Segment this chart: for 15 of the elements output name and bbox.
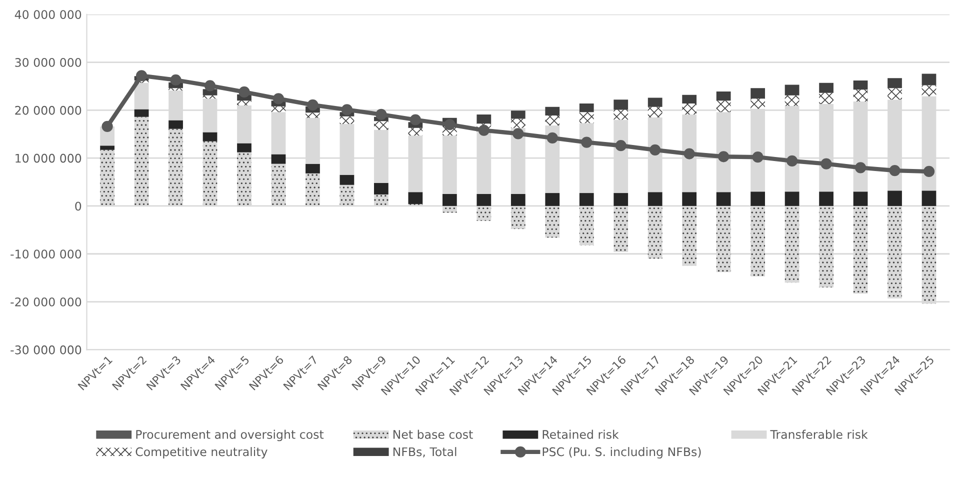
legend-label: NFBs, Total xyxy=(393,447,456,458)
legend-label: Net base cost xyxy=(393,430,473,439)
legend-label: Competitive neutrality xyxy=(136,447,268,459)
y-tick-label: -30 000 000 xyxy=(10,345,82,354)
legend-label: PSC (Pu. S. including NFBs) xyxy=(542,447,701,459)
y-tick-label: 40 000 000 xyxy=(14,10,82,20)
y-tick-label: 10 000 000 xyxy=(16,154,82,163)
legend-label: Procurement and oversight cost xyxy=(136,430,324,442)
legend-label: Retained risk xyxy=(542,430,619,439)
legend-label: Transferable risk xyxy=(770,430,868,439)
y-tick-label: -20 000 000 xyxy=(10,297,82,306)
y-tick-label: -10 000 000 xyxy=(10,250,82,259)
y-tick-label: 20 000 000 xyxy=(15,106,82,115)
y-tick-label: 30 000 000 xyxy=(15,58,82,67)
y-tick-label: 0 xyxy=(75,202,82,211)
